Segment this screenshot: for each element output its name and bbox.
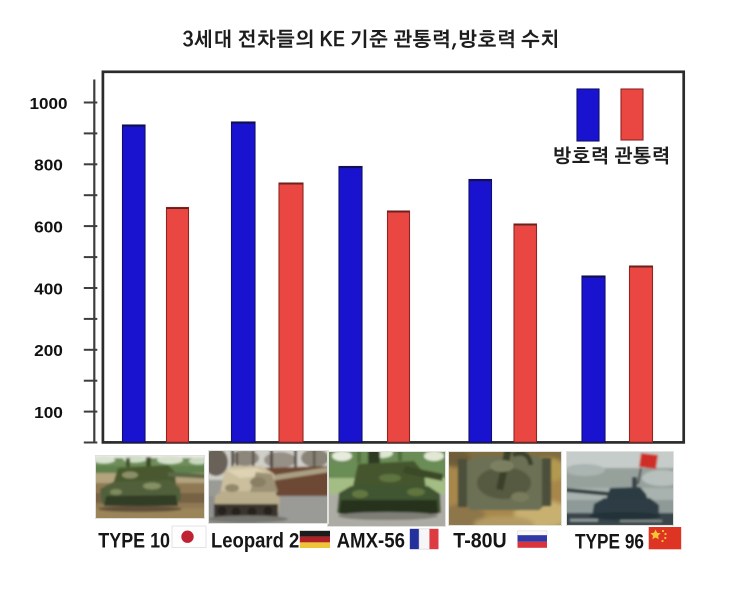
svg-text:800: 800 — [34, 158, 63, 175]
svg-text:T-80U: T-80U — [453, 529, 506, 553]
svg-text:TYPE 10: TYPE 10 — [98, 529, 170, 553]
svg-text:AMX-56: AMX-56 — [337, 529, 405, 553]
svg-text:1000: 1000 — [30, 96, 68, 113]
svg-text:600: 600 — [34, 220, 63, 237]
svg-text:200: 200 — [34, 343, 63, 360]
svg-text:400: 400 — [34, 281, 63, 298]
svg-text:100: 100 — [34, 405, 63, 422]
svg-text:Leopard 2: Leopard 2 — [211, 529, 299, 553]
svg-text:TYPE 96: TYPE 96 — [575, 529, 644, 553]
